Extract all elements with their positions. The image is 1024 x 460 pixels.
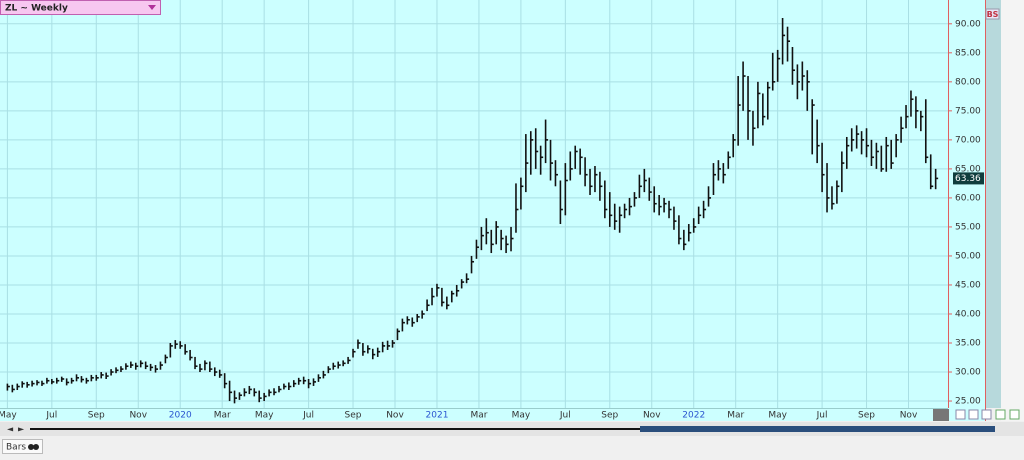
plot-background xyxy=(0,0,986,421)
x-tick-label: 2021 xyxy=(426,411,449,421)
side-column xyxy=(986,0,1001,408)
tool-button[interactable] xyxy=(968,409,979,420)
side-gutter xyxy=(1001,0,1024,421)
y-tick-label: 85.00 xyxy=(955,48,981,58)
x-tick-label: Sep xyxy=(858,411,875,421)
y-tick-label: 60.00 xyxy=(955,193,981,203)
last-price-box xyxy=(953,172,984,185)
y-tick-label: 40.00 xyxy=(955,309,981,319)
tool-button[interactable] xyxy=(981,409,992,420)
tool-button[interactable] xyxy=(955,409,966,420)
y-tick-label: 30.00 xyxy=(955,368,981,378)
x-tick-label: Mar xyxy=(214,411,231,421)
y-tick-label: 70.00 xyxy=(955,135,981,145)
tool-button[interactable] xyxy=(995,409,1006,420)
tab-icon xyxy=(28,444,34,450)
y-tick-label: 45.00 xyxy=(955,280,981,290)
x-tick-label: May xyxy=(0,411,17,421)
x-tick-label: Sep xyxy=(345,411,362,421)
status-tab[interactable] xyxy=(2,439,43,454)
y-tick-label: 35.00 xyxy=(955,338,981,348)
symbol-menu[interactable]: ZL ~ Weekly xyxy=(0,0,161,15)
y-tick-label: 55.00 xyxy=(955,222,981,232)
x-tick-label: Nov xyxy=(386,411,404,421)
y-tick-label: 80.00 xyxy=(955,77,981,87)
badge[interactable]: BS xyxy=(987,10,999,19)
y-tick-label: 75.00 xyxy=(955,106,981,116)
tab-icon xyxy=(33,444,39,450)
x-tick-label: 2022 xyxy=(682,411,705,421)
scroll-right[interactable]: ► xyxy=(18,425,25,434)
grid-layer xyxy=(0,0,948,408)
tool-button[interactable] xyxy=(1009,409,1020,420)
status-row xyxy=(0,437,1024,456)
scroll-thumb[interactable] xyxy=(640,426,995,432)
corner-box xyxy=(933,409,949,421)
badge-box[interactable] xyxy=(985,8,1000,20)
status-tab-label[interactable]: Bars xyxy=(6,443,26,453)
y-tick-label: 90.00 xyxy=(955,19,981,29)
x-tick-label: Mar xyxy=(470,411,487,421)
x-tick-label: 2020 xyxy=(169,411,192,421)
x-tick-label: May xyxy=(255,411,274,421)
x-tick-label: May xyxy=(768,411,787,421)
bar-layer xyxy=(6,17,939,404)
symbol-menu-box[interactable] xyxy=(0,0,161,15)
scroll-left[interactable]: ◄ xyxy=(7,425,14,434)
x-tick-label: Sep xyxy=(601,411,618,421)
x-tick-label: Sep xyxy=(88,411,105,421)
x-tick-label: Nov xyxy=(643,411,661,421)
x-tick-label: Nov xyxy=(900,411,918,421)
x-tick-label: May xyxy=(512,411,531,421)
y-tick-label: 50.00 xyxy=(955,251,981,261)
x-tick-label: Jul xyxy=(45,411,57,421)
x-tick-label: Mar xyxy=(727,411,744,421)
symbol-menu-label[interactable]: ZL ~ Weekly xyxy=(5,4,68,14)
dropdown-arrow[interactable] xyxy=(148,5,156,10)
y-tick-label: 25.00 xyxy=(955,397,981,407)
x-tick-label: Jul xyxy=(559,411,571,421)
x-tick-label: Jul xyxy=(302,411,314,421)
last-price-label: 63.36 xyxy=(955,174,981,184)
x-tick-label: Jul xyxy=(816,411,828,421)
x-tick-label: Nov xyxy=(129,411,147,421)
toolbar-icons xyxy=(955,409,1020,420)
y-tick-label: 65.00 xyxy=(955,164,981,174)
